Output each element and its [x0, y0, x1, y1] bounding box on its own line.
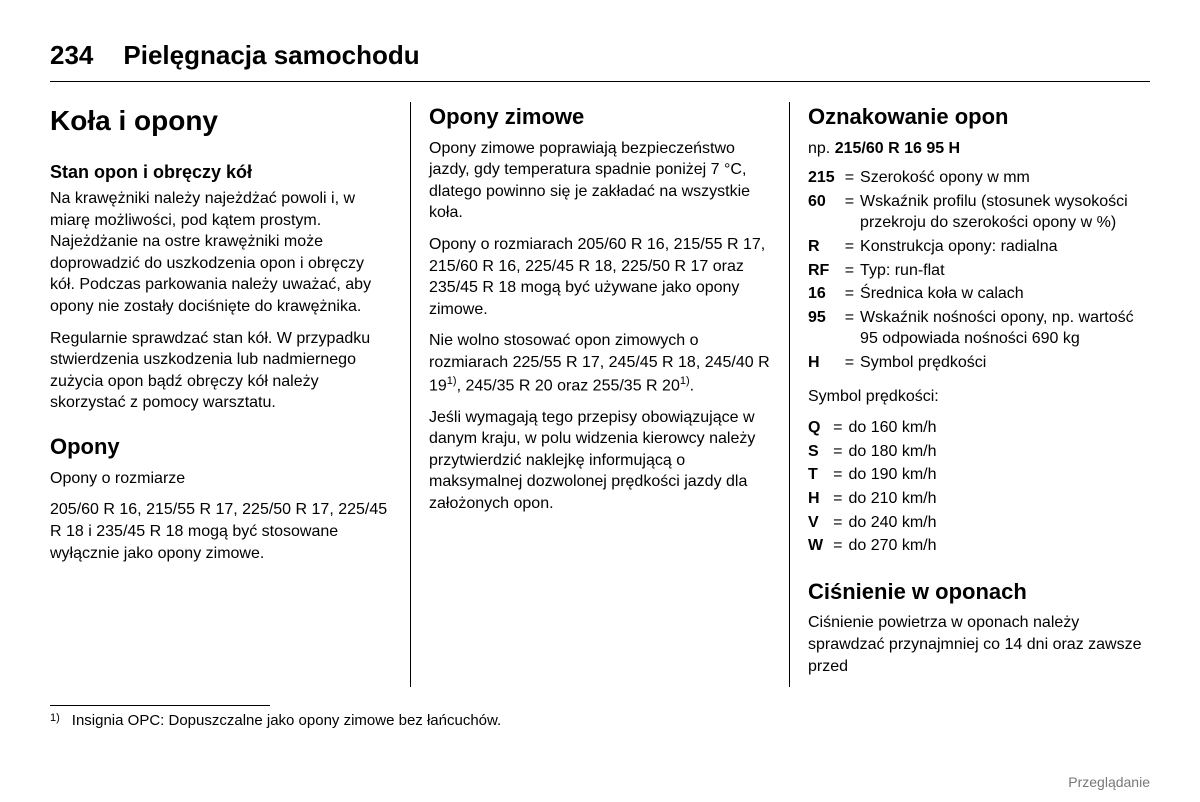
- paragraph: Opony o rozmiarze: [50, 468, 392, 490]
- table-row: 215=Szerokość opony w mm: [808, 167, 1150, 191]
- def-code: H: [808, 352, 839, 376]
- subheading-oznakowanie: Oznakowanie opon: [808, 102, 1150, 132]
- content-columns: Koła i opony Stan opon i obręczy kół Na …: [50, 102, 1150, 687]
- speed-eq: =: [827, 464, 848, 488]
- def-text: Konstrukcja opony: radialna: [860, 236, 1150, 260]
- speed-eq: =: [827, 417, 848, 441]
- table-row: 16=Średnica koła w calach: [808, 283, 1150, 307]
- table-row: RF=Typ: run-flat: [808, 260, 1150, 284]
- paragraph: 205/60 R 16, 215/55 R 17, 225/50 R 17, 2…: [50, 499, 392, 564]
- footnote-number: 1): [50, 712, 60, 724]
- def-eq: =: [839, 167, 860, 191]
- table-row: W=do 270 km/h: [808, 535, 941, 559]
- table-row: T=do 190 km/h: [808, 464, 941, 488]
- table-row: 95=Wskaźnik nośności opony, np. wartość …: [808, 307, 1150, 352]
- speed-eq: =: [827, 441, 848, 465]
- speed-code: S: [808, 441, 827, 465]
- table-row: H=Symbol prędkości: [808, 352, 1150, 376]
- table-row: R=Konstrukcja opony: radialna: [808, 236, 1150, 260]
- def-eq: =: [839, 260, 860, 284]
- subheading-cisnienie: Ciśnienie w oponach: [808, 577, 1150, 607]
- table-row: 60=Wskaźnik profilu (stosunek wysokości …: [808, 191, 1150, 236]
- def-eq: =: [839, 283, 860, 307]
- footer-label: Przeglądanie: [1068, 774, 1150, 790]
- paragraph: Jeśli wymagają tego przepisy obowiązując…: [429, 407, 771, 515]
- speed-text: do 210 km/h: [848, 488, 940, 512]
- column-1: Koła i opony Stan opon i obręczy kół Na …: [50, 102, 410, 687]
- def-code: R: [808, 236, 839, 260]
- subheading-stan: Stan opon i obręczy kół: [50, 160, 392, 184]
- def-text: Typ: run-flat: [860, 260, 1150, 284]
- speed-code: W: [808, 535, 827, 559]
- speed-text: do 270 km/h: [848, 535, 940, 559]
- def-text: Wskaźnik nośności opony, np. wartość 95 …: [860, 307, 1150, 352]
- subheading-opony: Opony: [50, 432, 392, 462]
- def-text: Symbol prędkości: [860, 352, 1150, 376]
- chapter-title: Pielęgnacja samochodu: [123, 40, 419, 71]
- speed-text: do 240 km/h: [848, 512, 940, 536]
- subheading-zimowe: Opony zimowe: [429, 102, 771, 132]
- page-number: 234: [50, 40, 93, 71]
- paragraph-with-footnote: Nie wolno stosować opon zimowych o rozmi…: [429, 330, 771, 396]
- paragraph: Regularnie sprawdzać stan kół. W przypad…: [50, 328, 392, 414]
- paragraph: Opony zimowe poprawiają bezpieczeństwo j…: [429, 138, 771, 224]
- page-header: 234 Pielęgnacja samochodu: [50, 40, 1150, 71]
- speed-eq: =: [827, 535, 848, 559]
- speed-eq: =: [827, 512, 848, 536]
- def-eq: =: [839, 352, 860, 376]
- speed-symbol-label: Symbol prędkości:: [808, 386, 1150, 408]
- footnote: 1) Insignia OPC: Dopuszczalne jako opony…: [50, 712, 1150, 731]
- paragraph: Ciśnienie powietrza w oponach należy spr…: [808, 612, 1150, 677]
- column-3: Oznakowanie opon np. 215/60 R 16 95 H 21…: [790, 102, 1150, 687]
- paragraph: Opony o rozmiarach 205/60 R 16, 215/55 R…: [429, 234, 771, 320]
- def-code: 16: [808, 283, 839, 307]
- footnote-text: Insignia OPC: Dopuszczalne jako opony zi…: [72, 712, 501, 731]
- speed-text: do 180 km/h: [848, 441, 940, 465]
- def-code: RF: [808, 260, 839, 284]
- table-row: V=do 240 km/h: [808, 512, 941, 536]
- def-text: Średnica koła w calach: [860, 283, 1150, 307]
- speed-text: do 160 km/h: [848, 417, 940, 441]
- table-row: S=do 180 km/h: [808, 441, 941, 465]
- speed-code: V: [808, 512, 827, 536]
- speed-code: T: [808, 464, 827, 488]
- speed-code: H: [808, 488, 827, 512]
- speed-table: Q=do 160 km/hS=do 180 km/hT=do 190 km/hH…: [808, 417, 941, 559]
- header-rule: [50, 81, 1150, 82]
- speed-eq: =: [827, 488, 848, 512]
- tyre-code-table: 215=Szerokość opony w mm60=Wskaźnik prof…: [808, 167, 1150, 375]
- column-2: Opony zimowe Opony zimowe poprawiają bez…: [411, 102, 789, 687]
- def-eq: =: [839, 191, 860, 236]
- def-eq: =: [839, 307, 860, 352]
- def-text: Wskaźnik profilu (stosunek wysokości prz…: [860, 191, 1150, 236]
- footnote-ref: 1): [680, 375, 690, 387]
- def-code: 215: [808, 167, 839, 191]
- speed-text: do 190 km/h: [848, 464, 940, 488]
- def-text: Szerokość opony w mm: [860, 167, 1150, 191]
- def-code: 95: [808, 307, 839, 352]
- def-eq: =: [839, 236, 860, 260]
- paragraph: Na krawężniki należy najeżdżać powoli i,…: [50, 188, 392, 318]
- table-row: H=do 210 km/h: [808, 488, 941, 512]
- main-heading: Koła i opony: [50, 102, 392, 140]
- tyre-example: np. 215/60 R 16 95 H: [808, 138, 1150, 160]
- footnote-ref: 1): [447, 375, 457, 387]
- table-row: Q=do 160 km/h: [808, 417, 941, 441]
- speed-code: Q: [808, 417, 827, 441]
- def-code: 60: [808, 191, 839, 236]
- footnote-rule: [50, 705, 270, 706]
